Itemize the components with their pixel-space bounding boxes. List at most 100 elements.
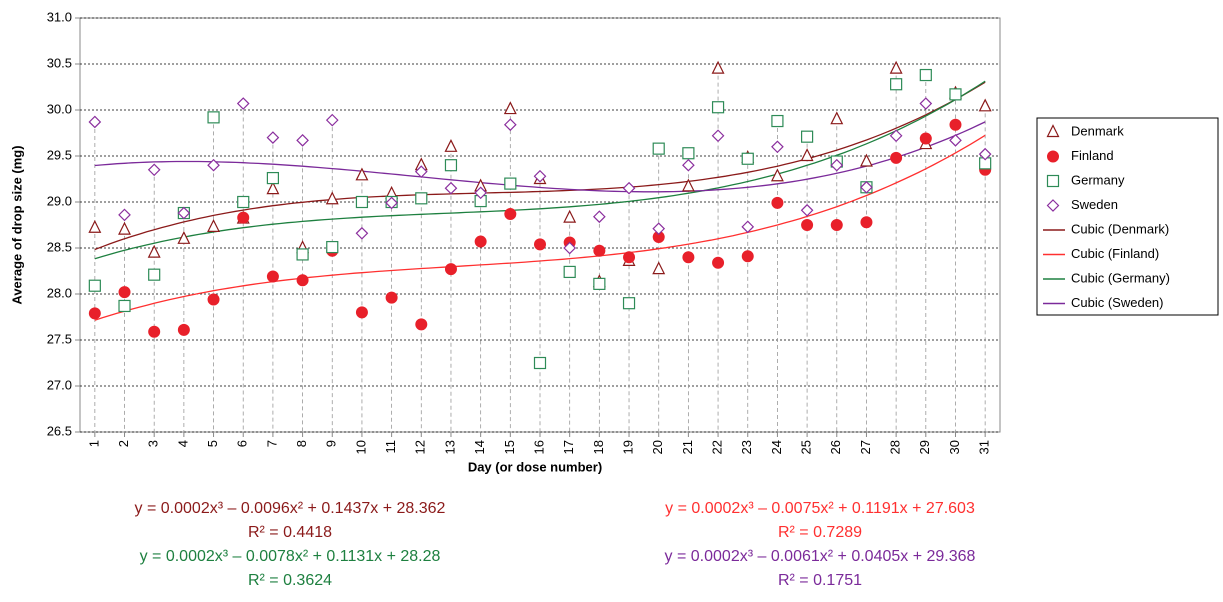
x-tick-label: 12: [413, 440, 428, 454]
x-tick-label: 31: [977, 440, 992, 454]
x-tick-label: 18: [591, 440, 606, 454]
trend-equation: y = 0.0002x³ – 0.0061x² + 0.0405x + 29.3…: [665, 548, 976, 565]
legend-label: Denmark: [1071, 123, 1124, 138]
y-tick-label: 30.0: [47, 101, 72, 116]
x-tick-label: 16: [531, 440, 546, 454]
legend-label: Finland: [1071, 148, 1114, 163]
y-tick-label: 28.5: [47, 239, 72, 254]
point: [355, 167, 369, 181]
legend-marker: [1046, 174, 1060, 188]
x-tick-label: 26: [828, 440, 843, 454]
y-tick-label: 28.0: [47, 285, 72, 300]
point: [771, 196, 784, 209]
point: [207, 218, 221, 232]
trendline: [94, 80, 986, 260]
trendline: [94, 134, 986, 321]
legend-label: Cubic (Finland): [1071, 246, 1159, 261]
point: [830, 111, 844, 125]
point: [652, 142, 665, 155]
x-tick-label: 1: [86, 440, 101, 447]
point: [741, 152, 754, 165]
trend-equation: y = 0.0002x³ – 0.0096x² + 0.1437x + 28.3…: [135, 500, 446, 517]
point: [919, 132, 932, 145]
x-tick-label: 21: [680, 440, 695, 454]
x-tick-label: 23: [739, 440, 754, 454]
y-tick-label: 26.5: [47, 423, 72, 438]
trend-equation: y = 0.0002x³ – 0.0078x² + 0.1131x + 28.2…: [140, 548, 441, 565]
point: [503, 101, 517, 115]
point: [682, 251, 695, 264]
point: [563, 265, 576, 279]
point: [88, 279, 101, 292]
point: [355, 195, 369, 209]
point: [919, 97, 933, 110]
point: [326, 240, 339, 254]
x-tick-label: 13: [442, 440, 457, 454]
x-tick-label: 19: [620, 440, 635, 454]
point: [890, 78, 903, 91]
point: [118, 221, 131, 235]
x-tick-label: 11: [383, 440, 398, 454]
y-tick-label: 29.0: [47, 193, 72, 208]
point: [978, 147, 992, 161]
point: [949, 88, 962, 101]
legend-marker: [1046, 199, 1060, 212]
point: [534, 238, 546, 251]
point: [593, 210, 606, 224]
x-tick-label: 30: [947, 440, 962, 454]
point: [118, 286, 131, 299]
point: [593, 277, 606, 290]
y-tick-label: 27.5: [47, 331, 72, 346]
point: [444, 181, 458, 195]
point: [207, 111, 220, 124]
point: [563, 209, 577, 223]
point: [859, 153, 873, 167]
x-tick-label: 10: [353, 440, 368, 454]
legend-label: Sweden: [1071, 197, 1118, 212]
point: [622, 181, 636, 195]
point: [355, 306, 368, 319]
point: [147, 163, 161, 177]
point: [949, 134, 962, 147]
point: [741, 250, 754, 263]
point: [770, 168, 784, 182]
point: [444, 138, 458, 152]
point: [148, 325, 161, 338]
point: [830, 219, 843, 231]
x-axis-title: Day (or dose number): [468, 459, 602, 474]
point: [385, 291, 398, 304]
legend-label: Cubic (Sweden): [1071, 295, 1164, 310]
x-tick-label: 14: [472, 440, 487, 454]
point: [177, 230, 191, 244]
point: [325, 191, 339, 205]
point: [830, 158, 844, 172]
point: [890, 151, 903, 164]
point: [800, 148, 814, 162]
point: [801, 219, 814, 231]
point: [711, 60, 725, 74]
point: [800, 130, 814, 143]
point: [88, 307, 101, 320]
point: [860, 180, 873, 194]
point: [385, 196, 398, 210]
point: [563, 241, 577, 255]
point: [88, 115, 102, 129]
point: [623, 251, 636, 264]
point: [800, 203, 814, 217]
trendline: [94, 81, 986, 251]
point: [533, 356, 547, 370]
point: [533, 169, 547, 183]
x-tick-label: 6: [235, 440, 250, 447]
x-tick-label: 5: [205, 440, 220, 447]
point: [949, 118, 962, 131]
y-tick-label: 31.0: [47, 9, 72, 24]
x-tick-label: 7: [264, 440, 279, 447]
point: [237, 211, 250, 224]
trend-equation: y = 0.0002x³ – 0.0075x² + 0.1191x + 27.6…: [665, 500, 975, 517]
point: [504, 207, 517, 220]
x-tick-label: 28: [888, 440, 903, 454]
point: [118, 208, 131, 222]
point: [771, 140, 784, 154]
point: [711, 129, 725, 143]
point: [177, 323, 190, 336]
